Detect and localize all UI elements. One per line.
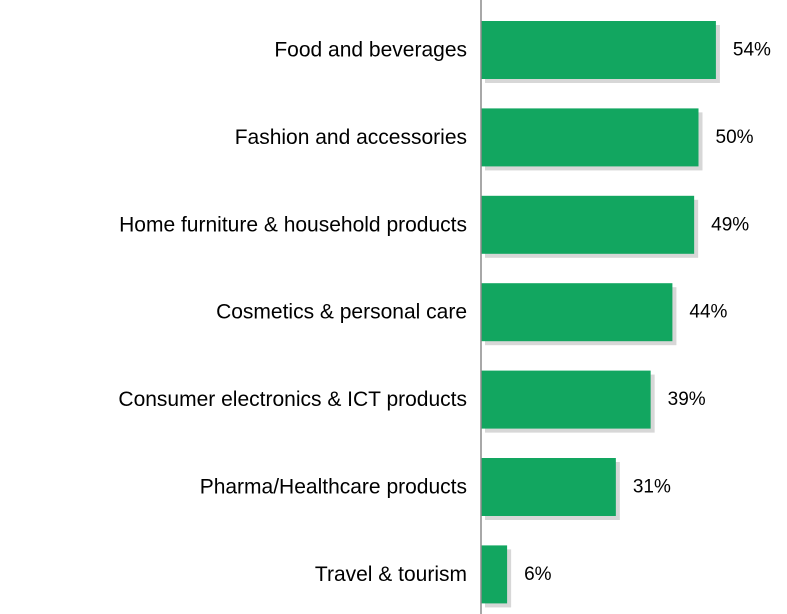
bar xyxy=(481,283,673,342)
bars xyxy=(481,21,716,604)
value-label: 44% xyxy=(689,302,727,323)
category-label: Fashion and accessories xyxy=(235,126,467,149)
category-label: Food and beverages xyxy=(274,39,467,62)
value-label: 39% xyxy=(668,389,706,410)
value-label: 31% xyxy=(633,477,671,498)
bar xyxy=(481,21,716,79)
bar xyxy=(481,195,695,254)
category-label: Pharma/Healthcare products xyxy=(200,476,467,499)
value-label: 6% xyxy=(524,564,552,585)
value-label: 50% xyxy=(716,127,754,148)
bar xyxy=(481,545,508,604)
value-label: 54% xyxy=(733,40,771,61)
value-labels: 54% 50% 49% 44% 39% 31% 6% xyxy=(524,40,771,585)
category-label: Consumer electronics & ICT products xyxy=(118,388,467,411)
category-label: Cosmetics & personal care xyxy=(216,301,467,324)
bar xyxy=(481,458,616,516)
category-labels: Food and beverages Fashion and accessorie… xyxy=(118,39,467,586)
value-label: 49% xyxy=(711,214,749,235)
bar xyxy=(481,370,651,429)
bar xyxy=(481,108,699,167)
category-label: Home furniture & household products xyxy=(119,213,467,236)
category-label: Travel & tourism xyxy=(315,563,467,586)
